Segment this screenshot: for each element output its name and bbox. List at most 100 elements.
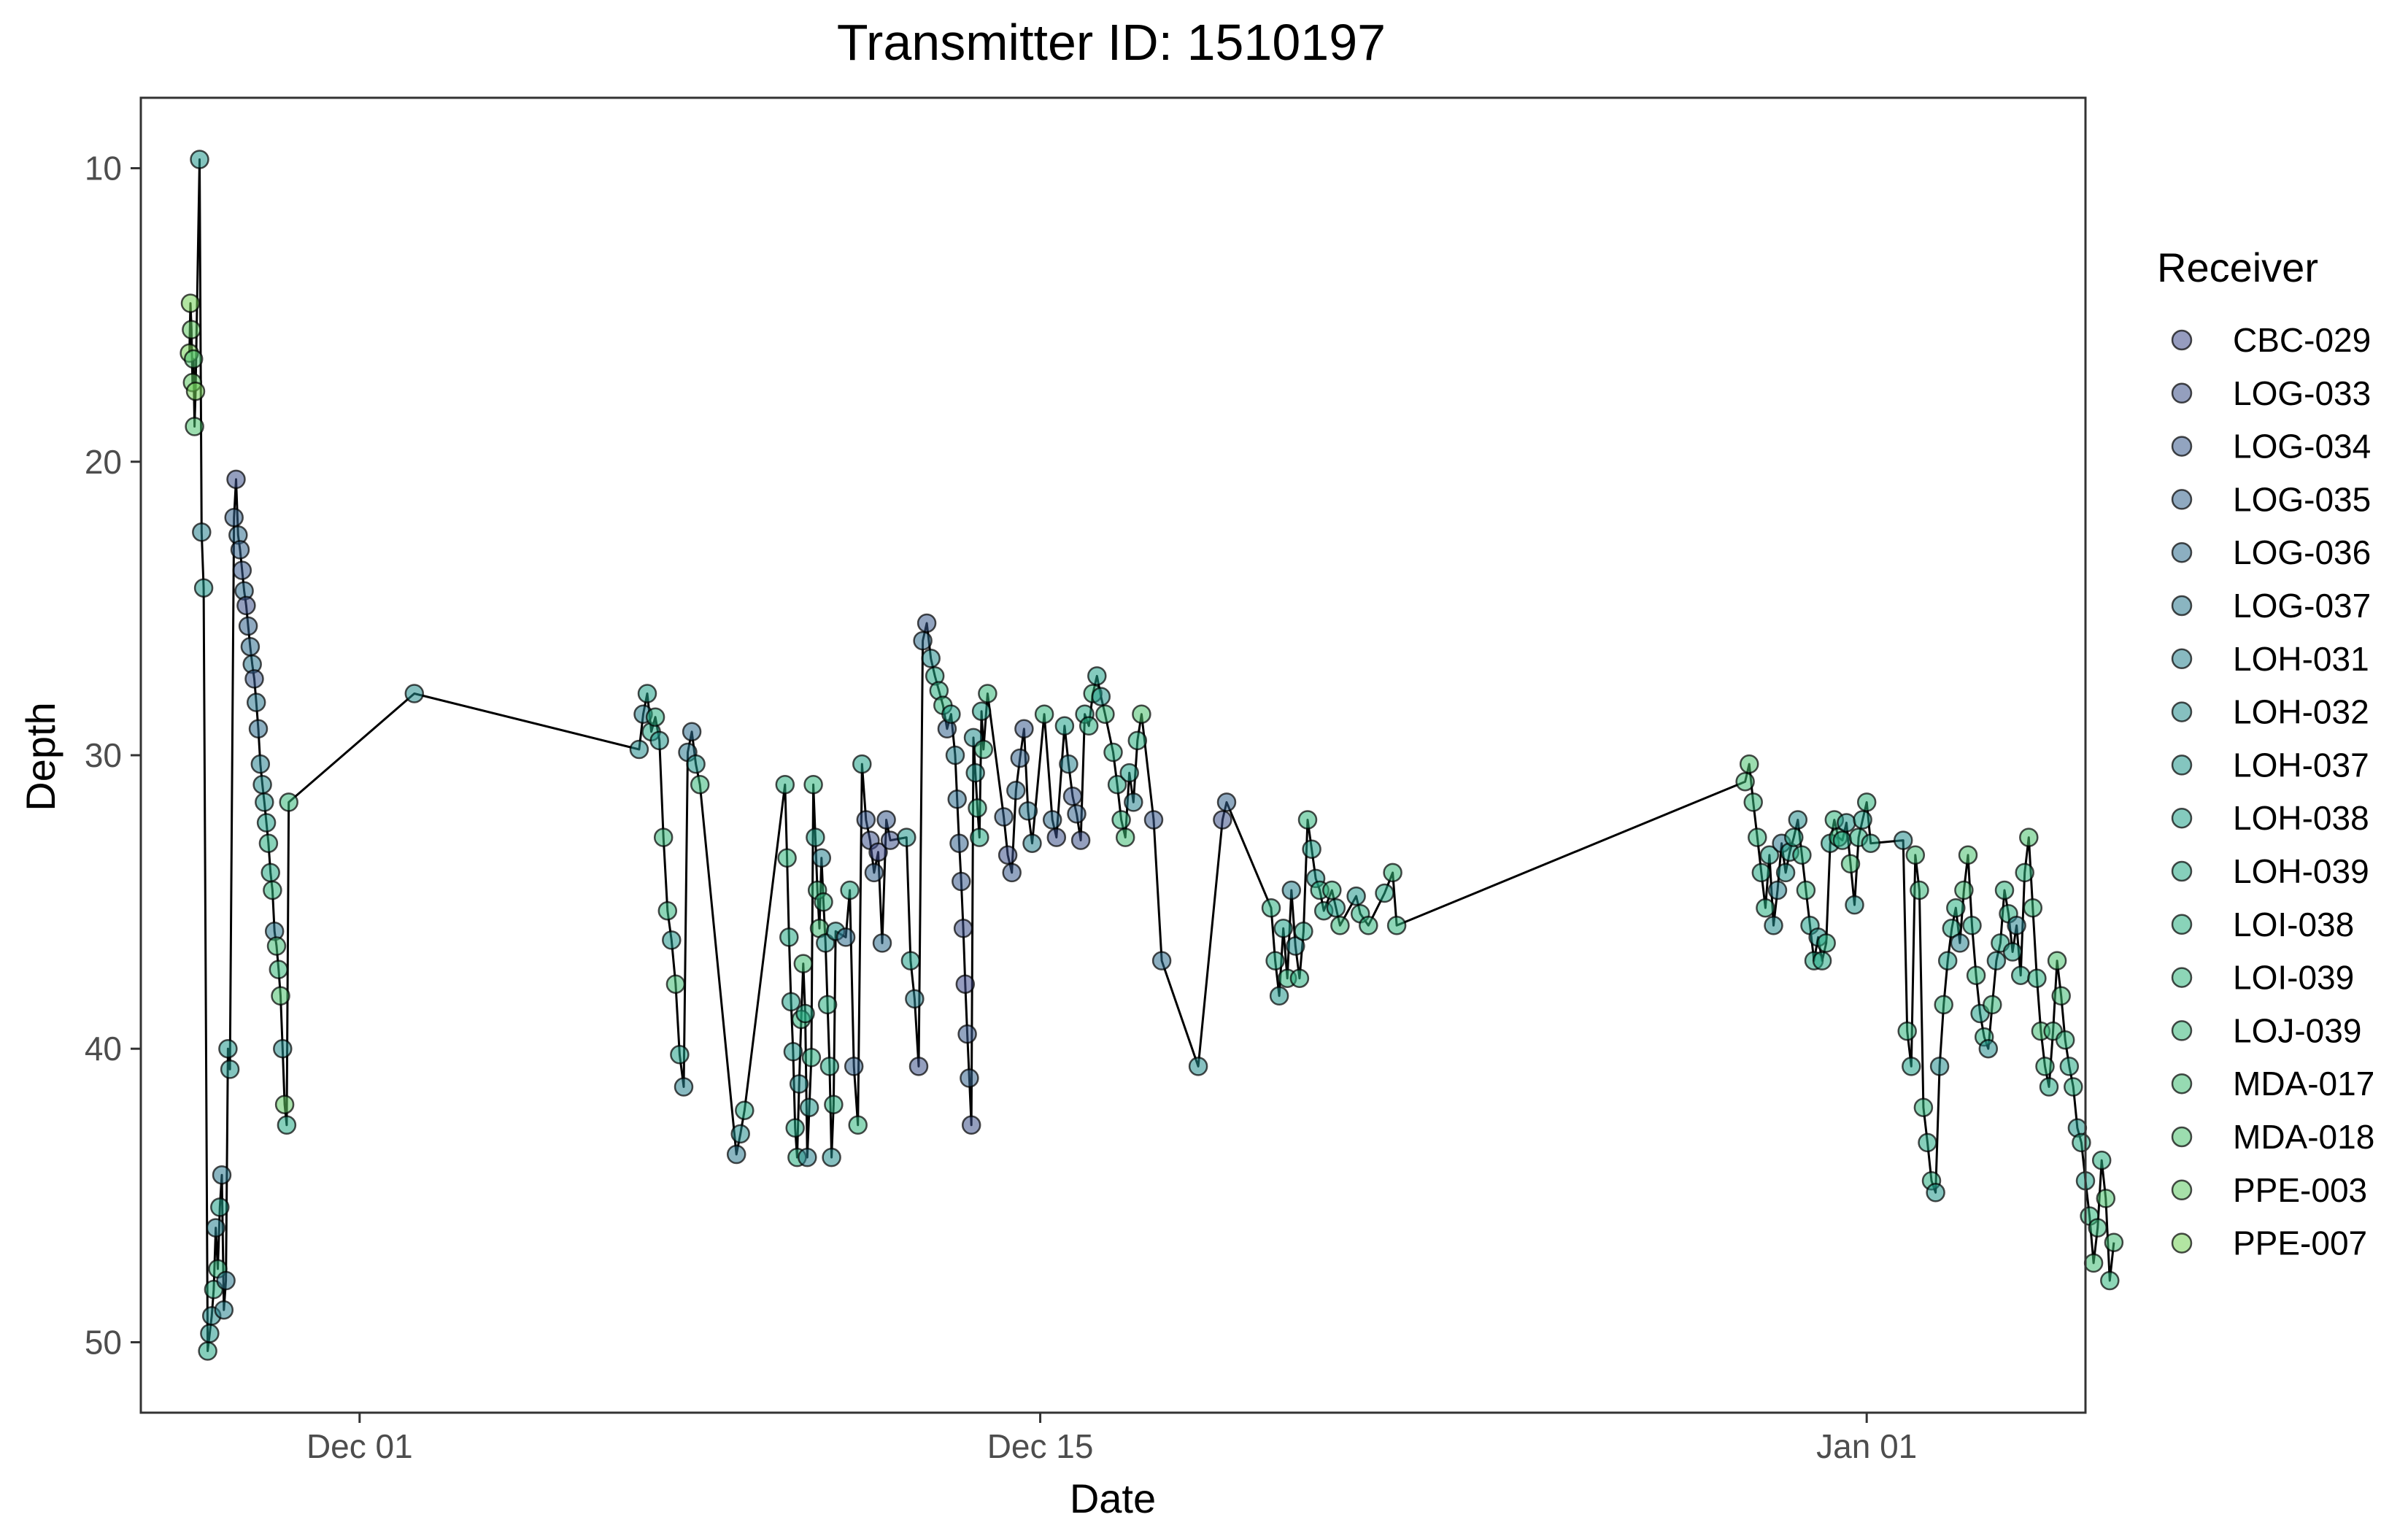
data-point bbox=[806, 827, 825, 847]
data-point bbox=[1119, 763, 1139, 783]
data-point bbox=[1796, 880, 1816, 900]
data-point bbox=[192, 522, 212, 542]
data-point bbox=[682, 722, 702, 742]
data-point bbox=[236, 595, 256, 616]
data-point bbox=[183, 349, 204, 369]
data-point bbox=[662, 930, 682, 950]
data-point bbox=[970, 827, 989, 847]
legend-item: MDA-017 bbox=[2171, 1065, 2374, 1103]
data-point bbox=[1322, 880, 1342, 900]
data-point bbox=[1216, 792, 1237, 812]
data-point bbox=[2002, 942, 2023, 962]
y-tick-label: 50 bbox=[85, 1323, 122, 1361]
legend-marker bbox=[2171, 1232, 2193, 1254]
legend-marker bbox=[2171, 595, 2193, 617]
data-point bbox=[1978, 1038, 1999, 1059]
data-point bbox=[206, 1218, 225, 1238]
data-point bbox=[848, 1115, 868, 1135]
data-point bbox=[1062, 787, 1083, 806]
data-point bbox=[263, 880, 282, 900]
data-point bbox=[277, 1115, 297, 1135]
data-point bbox=[240, 636, 261, 657]
data-point bbox=[836, 927, 856, 947]
data-point bbox=[789, 1074, 809, 1094]
data-point bbox=[1014, 719, 1034, 739]
data-point bbox=[1837, 813, 1856, 833]
legend-label: MDA-018 bbox=[2233, 1118, 2374, 1156]
data-point bbox=[271, 986, 290, 1006]
data-point bbox=[1002, 862, 1022, 883]
data-point bbox=[1326, 898, 1346, 918]
data-point bbox=[2059, 1057, 2080, 1076]
data-point bbox=[1905, 845, 1926, 865]
legend-item: CBC-029 bbox=[2171, 321, 2371, 359]
data-point bbox=[1784, 827, 1804, 847]
data-point bbox=[1994, 880, 2015, 900]
legend-label: LOI-039 bbox=[2233, 959, 2354, 997]
legend-marker bbox=[2171, 436, 2193, 457]
data-point bbox=[224, 507, 244, 528]
data-point bbox=[670, 1045, 690, 1065]
legend-label: LOH-031 bbox=[2233, 640, 2369, 678]
data-point bbox=[900, 951, 921, 970]
data-point bbox=[1735, 771, 1755, 792]
data-point bbox=[1302, 839, 1321, 859]
data-point bbox=[2010, 965, 2031, 985]
legend-marker bbox=[2171, 755, 2193, 776]
data-point bbox=[779, 927, 799, 947]
data-point bbox=[2023, 898, 2043, 918]
data-point bbox=[1375, 883, 1394, 903]
data-point bbox=[645, 707, 665, 727]
data-point bbox=[210, 1197, 230, 1217]
data-point bbox=[273, 1038, 293, 1059]
legend-label: LOG-037 bbox=[2233, 587, 2371, 625]
data-point bbox=[876, 810, 896, 830]
data-point bbox=[1897, 1021, 1917, 1041]
legend-marker bbox=[2171, 329, 2193, 351]
data-point bbox=[1103, 742, 1123, 763]
data-point bbox=[921, 649, 941, 668]
legend-item: LOG-033 bbox=[2171, 374, 2371, 412]
data-point bbox=[864, 862, 884, 883]
data-point bbox=[1070, 830, 1091, 850]
data-point bbox=[916, 613, 937, 633]
data-point bbox=[1853, 810, 1872, 830]
data-point bbox=[785, 1118, 805, 1138]
data-point bbox=[953, 919, 973, 938]
legend-item: LOH-039 bbox=[2171, 852, 2369, 890]
data-point bbox=[182, 320, 201, 340]
data-point bbox=[2083, 1253, 2104, 1273]
legend-label: LOJ-039 bbox=[2233, 1011, 2361, 1049]
data-point bbox=[1983, 995, 2002, 1015]
legend-item: LOH-032 bbox=[2171, 693, 2369, 731]
data-point bbox=[799, 1097, 819, 1117]
data-point bbox=[1775, 862, 1796, 883]
y-axis: 10 20 30 40 50 bbox=[85, 150, 141, 1361]
plot-border bbox=[139, 96, 2087, 1414]
data-point bbox=[730, 1124, 750, 1144]
data-point bbox=[256, 813, 277, 833]
legend-marker bbox=[2171, 541, 2193, 563]
data-point bbox=[1151, 951, 1172, 970]
data-point bbox=[1893, 830, 1913, 850]
data-point bbox=[637, 684, 657, 703]
data-point bbox=[226, 469, 246, 490]
data-point bbox=[266, 936, 287, 956]
data-point bbox=[965, 763, 985, 783]
legend-marker bbox=[2171, 1020, 2193, 1041]
data-point bbox=[822, 1147, 841, 1168]
y-axis-title: Depth bbox=[18, 702, 63, 811]
legend-label: LOG-036 bbox=[2233, 533, 2371, 571]
legend-marker bbox=[2171, 489, 2193, 510]
data-point bbox=[1091, 687, 1111, 706]
data-points bbox=[180, 150, 2124, 1361]
data-point bbox=[1913, 1097, 1934, 1117]
data-point bbox=[913, 630, 933, 651]
data-point bbox=[2027, 968, 2047, 988]
legend-item: LOH-038 bbox=[2171, 799, 2369, 837]
data-point bbox=[1910, 880, 1929, 900]
data-point bbox=[1359, 916, 1378, 935]
data-point bbox=[1261, 898, 1281, 918]
data-point bbox=[2091, 1150, 2112, 1170]
